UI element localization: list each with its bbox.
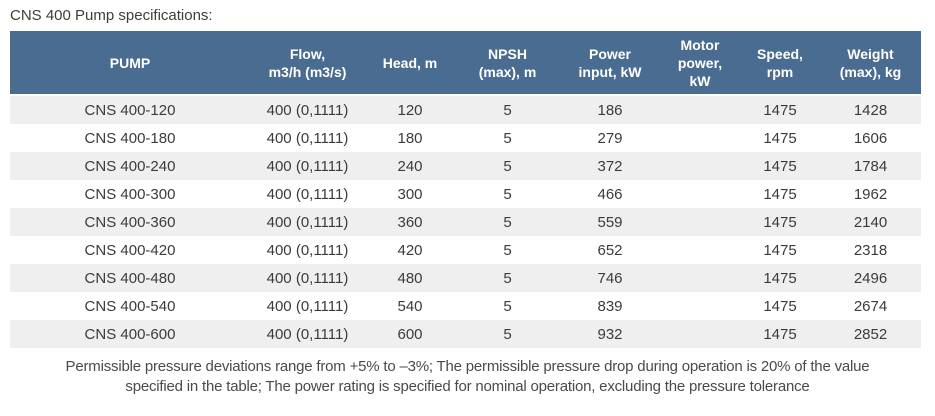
table-body: CNS 400-120 400 (0,1111) 120 5 186 1475 1428 CN… [10, 96, 921, 348]
table-cell: CNS 400-360 [84, 213, 176, 231]
table-cell: 360 [397, 213, 423, 231]
table-cell: 120 [397, 101, 423, 119]
table-cell: 300 [397, 185, 423, 203]
table-cell: 2674 [853, 297, 888, 315]
table-row: CNS 400-360 400 (0,1111) 360 5 559 1475 2140 [10, 208, 921, 236]
table-cell [660, 152, 740, 180]
table-cell: 186 [597, 101, 623, 119]
table-header: PUMP Flow, m3/h (m3/s) Head, m NPSH (max… [10, 31, 921, 96]
footnote: Permissible pressure deviations range fr… [0, 357, 935, 397]
table-cell: 5 [503, 101, 512, 119]
table-cell: 5 [503, 297, 512, 315]
table-cell: 600 [397, 325, 423, 343]
pump-spec-table: PUMP Flow, m3/h (m3/s) Head, m NPSH (max… [10, 31, 921, 348]
table-cell: 466 [597, 185, 623, 203]
column-header-weight: Weight (max), kg [820, 31, 921, 96]
table-row: CNS 400-480 400 (0,1111) 480 5 746 1475 2496 [10, 264, 921, 292]
table-cell: 5 [503, 157, 512, 175]
table-cell [660, 264, 740, 292]
table-row: CNS 400-600 400 (0,1111) 600 5 932 1475 2852 [10, 320, 921, 348]
table-cell: CNS 400-420 [84, 241, 176, 259]
table-cell [660, 208, 740, 236]
table-cell: 400 (0,1111) [266, 185, 349, 203]
table-cell: CNS 400-300 [84, 185, 176, 203]
table-cell: 1475 [763, 241, 797, 259]
table-cell [660, 320, 740, 348]
table-cell: 400 (0,1111) [266, 213, 349, 231]
footnote-line-2: specified in the table; The power rating… [125, 378, 810, 395]
table-cell: 5 [503, 129, 512, 147]
column-header-motor: Motor power, kW [660, 31, 740, 96]
table-cell: 540 [397, 297, 423, 315]
table-cell: 1606 [853, 129, 888, 147]
table-cell [660, 180, 740, 208]
table-cell: 400 (0,1111) [266, 129, 349, 147]
table-cell: 1475 [763, 213, 797, 231]
table-cell [660, 292, 740, 320]
table-cell: 279 [597, 129, 623, 147]
table-cell: 652 [597, 241, 623, 259]
table-cell: 839 [597, 297, 623, 315]
table-cell: 1475 [763, 129, 797, 147]
table-cell: 400 (0,1111) [266, 269, 349, 287]
table-row: CNS 400-240 400 (0,1111) 240 5 372 1475 1784 [10, 152, 921, 180]
table-cell: CNS 400-600 [84, 325, 176, 343]
table-cell: 1475 [763, 297, 797, 315]
table-cell: 180 [397, 129, 423, 147]
table-cell: 1962 [853, 185, 888, 203]
table-cell: 559 [597, 213, 623, 231]
table-cell: 1428 [853, 101, 888, 119]
table-cell: 5 [503, 185, 512, 203]
table-cell: 1784 [853, 157, 888, 175]
table-row: CNS 400-120 400 (0,1111) 120 5 186 1475 1428 [10, 96, 921, 124]
table-cell: 240 [397, 157, 423, 175]
table-cell: 400 (0,1111) [266, 241, 349, 259]
table-cell: 5 [503, 241, 512, 259]
table-cell: 2140 [853, 213, 888, 231]
header-row: PUMP Flow, m3/h (m3/s) Head, m NPSH (max… [10, 31, 921, 96]
page-title: CNS 400 Pump specifications: [10, 7, 213, 24]
table-cell: 400 (0,1111) [266, 157, 349, 175]
table-cell: 5 [503, 325, 512, 343]
table-cell: 932 [597, 325, 623, 343]
table-cell: 372 [597, 157, 623, 175]
table-row: CNS 400-300 400 (0,1111) 300 5 466 1475 1962 [10, 180, 921, 208]
table-row: CNS 400-180 400 (0,1111) 180 5 279 1475 1606 [10, 124, 921, 152]
column-header-speed: Speed, rpm [740, 31, 820, 96]
table-cell: 1475 [763, 101, 797, 119]
table-cell: CNS 400-540 [84, 297, 176, 315]
table-cell: CNS 400-120 [84, 101, 176, 119]
footnote-line-1: Permissible pressure deviations range fr… [65, 358, 870, 375]
table-cell: 2496 [853, 269, 888, 287]
table-cell: 5 [503, 213, 512, 231]
table-cell: 400 (0,1111) [266, 325, 349, 343]
table-cell: 746 [597, 269, 623, 287]
column-header-npsh: NPSH (max), m [455, 31, 560, 96]
table-cell: 400 (0,1111) [266, 297, 349, 315]
table-cell [660, 236, 740, 264]
column-header-power: Power input, kW [560, 31, 660, 96]
table-cell: 5 [503, 269, 512, 287]
table-cell [660, 124, 740, 152]
table-cell: 400 (0,1111) [266, 101, 349, 119]
column-header-head: Head, m [365, 31, 455, 96]
table-cell: 480 [397, 269, 423, 287]
table-cell: 1475 [763, 185, 797, 203]
column-header-pump: PUMP [10, 31, 250, 96]
table-cell: CNS 400-180 [84, 129, 176, 147]
table-cell: 2318 [853, 241, 888, 259]
table-cell: CNS 400-240 [84, 157, 176, 175]
table-cell: 2852 [853, 325, 888, 343]
table-cell: CNS 400-480 [84, 269, 176, 287]
table-cell: 1475 [763, 325, 797, 343]
table-cell: 1475 [763, 157, 797, 175]
table-cell: 1475 [763, 269, 797, 287]
column-header-flow: Flow, m3/h (m3/s) [250, 31, 365, 96]
table-row: CNS 400-540 400 (0,1111) 540 5 839 1475 2674 [10, 292, 921, 320]
table-row: CNS 400-420 400 (0,1111) 420 5 652 1475 2318 [10, 236, 921, 264]
table-cell [660, 96, 740, 124]
table-cell: 420 [397, 241, 423, 259]
